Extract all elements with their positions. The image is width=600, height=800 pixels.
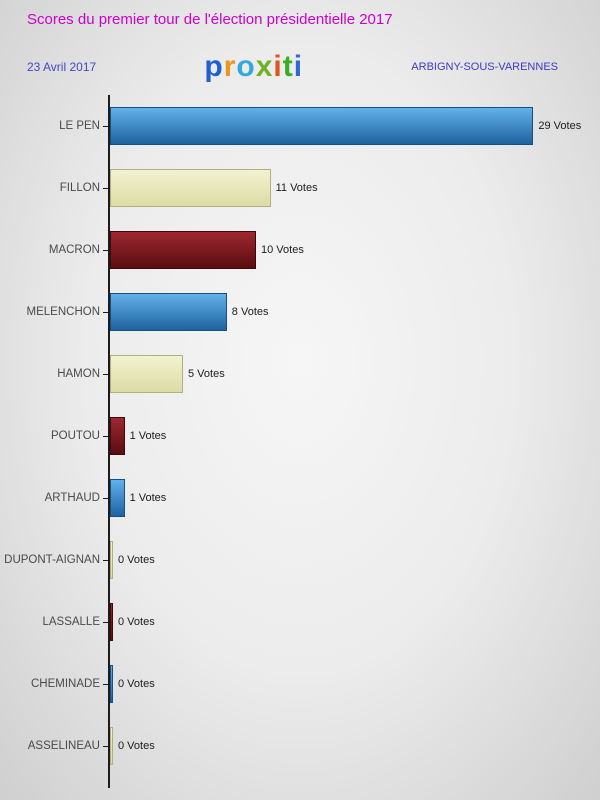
bar-row: CHEMINADE 0 Votes bbox=[0, 653, 600, 715]
vote-bar bbox=[110, 107, 534, 145]
y-axis-line bbox=[108, 95, 110, 788]
category-label: FILLON bbox=[59, 182, 100, 194]
axis-tick-icon bbox=[103, 125, 108, 127]
logo-letter: p bbox=[204, 50, 224, 83]
vote-bar bbox=[110, 603, 113, 641]
logo-letter: x bbox=[255, 50, 274, 83]
bar-row: MACRON 10 Votes bbox=[0, 219, 600, 281]
vote-count-label: 10 Votes bbox=[261, 244, 304, 256]
bar-row: ARTHAUD 1 Votes bbox=[0, 467, 600, 529]
vote-count-label: 1 Votes bbox=[129, 492, 167, 504]
bar-row: FILLON 11 Votes bbox=[0, 157, 600, 219]
category-label: LASSALLE bbox=[42, 616, 100, 628]
bar-row: LE PEN 29 Votes bbox=[0, 95, 600, 157]
axis-tick-icon bbox=[103, 559, 108, 561]
logo-letter: i bbox=[273, 50, 283, 83]
logo-letter: t bbox=[282, 50, 294, 83]
category-label: ASSELINEAU bbox=[27, 740, 100, 752]
bar-row: HAMON 5 Votes bbox=[0, 343, 600, 405]
bar-row: ASSELINEAU 0 Votes bbox=[0, 715, 600, 777]
vote-count-label: 8 Votes bbox=[231, 306, 269, 318]
category-label: HAMON bbox=[57, 368, 100, 380]
category-label: MACRON bbox=[48, 244, 100, 256]
vote-bar bbox=[110, 355, 183, 393]
vote-bar bbox=[110, 665, 113, 703]
category-label: DUPONT-AIGNAN bbox=[4, 554, 100, 566]
subheader: 23 Avril 2017 proxiti ARBIGNY-SOUS-VAREN… bbox=[27, 48, 558, 86]
axis-tick-icon bbox=[103, 311, 108, 313]
axis-tick-icon bbox=[103, 497, 108, 499]
logo-letter: o bbox=[236, 50, 256, 83]
page-title: Scores du premier tour de l'élection pré… bbox=[27, 11, 393, 28]
vote-bar bbox=[110, 727, 113, 765]
vote-bar bbox=[110, 293, 227, 331]
vote-count-label: 1 Votes bbox=[129, 430, 167, 442]
vote-count-label: 11 Votes bbox=[275, 182, 318, 194]
bar-chart: LE PEN 29 Votes FILLON 11 Votes MACRON 1… bbox=[0, 95, 600, 795]
bar-row: DUPONT-AIGNAN 0 Votes bbox=[0, 529, 600, 591]
axis-tick-icon bbox=[103, 187, 108, 189]
category-label: MELENCHON bbox=[26, 306, 100, 318]
bar-row: LASSALLE 0 Votes bbox=[0, 591, 600, 653]
bar-row: POUTOU 1 Votes bbox=[0, 405, 600, 467]
axis-tick-icon bbox=[103, 373, 108, 375]
logo-letter: r bbox=[223, 50, 237, 83]
vote-bar bbox=[110, 231, 256, 269]
vote-bar bbox=[110, 417, 125, 455]
vote-count-label: 0 Votes bbox=[118, 740, 155, 752]
vote-count-label: 29 Votes bbox=[538, 120, 582, 132]
axis-tick-icon bbox=[103, 435, 108, 437]
city-label: ARBIGNY-SOUS-VARENNES bbox=[411, 61, 558, 73]
bar-row: MELENCHON 8 Votes bbox=[0, 281, 600, 343]
axis-tick-icon bbox=[103, 621, 108, 623]
axis-tick-icon bbox=[103, 249, 108, 251]
axis-tick-icon bbox=[103, 745, 108, 747]
vote-count-label: 0 Votes bbox=[118, 616, 155, 628]
logo-letter: i bbox=[293, 50, 304, 83]
vote-count-label: 5 Votes bbox=[188, 368, 225, 380]
vote-bar bbox=[110, 169, 271, 207]
date-label: 23 Avril 2017 bbox=[27, 60, 97, 74]
category-label: LE PEN bbox=[59, 120, 100, 132]
vote-count-label: 0 Votes bbox=[118, 554, 155, 566]
vote-bar bbox=[110, 541, 113, 579]
vote-bar bbox=[110, 479, 125, 517]
category-label: CHEMINADE bbox=[30, 678, 100, 690]
vote-count-label: 0 Votes bbox=[118, 678, 155, 690]
axis-tick-icon bbox=[103, 683, 108, 685]
category-label: ARTHAUD bbox=[44, 492, 100, 504]
category-label: POUTOU bbox=[51, 430, 100, 442]
proxiti-logo: proxiti bbox=[204, 50, 303, 84]
